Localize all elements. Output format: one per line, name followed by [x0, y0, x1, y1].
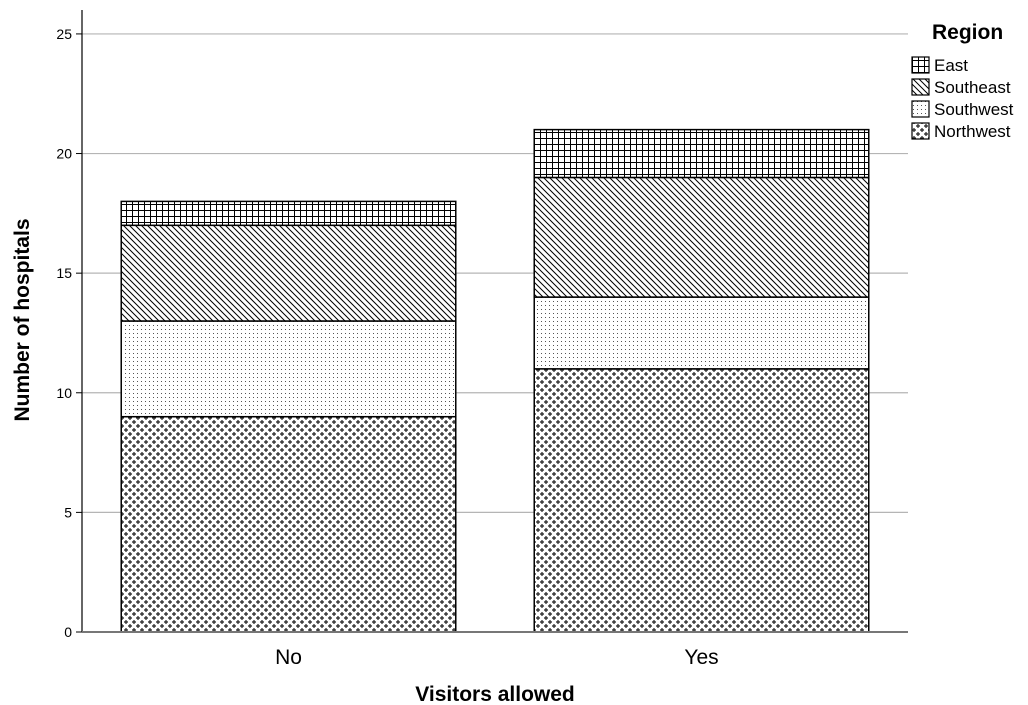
legend-swatch-northwest: [911, 122, 930, 140]
legend-label-east: East: [934, 56, 968, 75]
x-tick-labels: No Yes: [275, 646, 719, 669]
y-tick-labels: 0 5 10 15 20 25: [56, 26, 82, 640]
legend-swatch-southwest: [911, 100, 930, 118]
legend-swatch-southeast: [911, 78, 930, 96]
y-tick-label: 5: [64, 504, 72, 520]
axes: [81, 10, 908, 633]
bar-segment-southwest-no: [120, 320, 457, 418]
legend: Region East Southeast Southwest Northwest: [911, 21, 1014, 141]
bar-segment-southeast-yes: [533, 176, 870, 298]
y-tick-label: 15: [56, 265, 72, 281]
legend-label-southwest: Southwest: [934, 100, 1014, 119]
bar-segment-southeast-no: [120, 224, 457, 322]
x-axis-title: Visitors allowed: [415, 683, 575, 705]
x-tick-label: Yes: [684, 646, 718, 669]
bar-segment-northwest-no: [120, 415, 457, 633]
bar-segment-east-yes: [533, 128, 870, 179]
y-axis-title: Number of hospitals: [11, 218, 34, 421]
bar-segment-southwest-yes: [533, 296, 870, 370]
bar-segment-northwest-yes: [533, 368, 870, 633]
y-tick-label: 25: [56, 26, 72, 42]
x-tick-label: No: [275, 646, 302, 669]
legend-swatch-east: [911, 56, 930, 74]
bars: [120, 128, 870, 633]
bar-segment-east-no: [120, 200, 457, 227]
y-tick-label: 0: [64, 624, 72, 640]
legend-label-southeast: Southeast: [934, 78, 1011, 97]
legend-label-northwest: Northwest: [934, 122, 1011, 141]
legend-title: Region: [932, 21, 1003, 44]
y-tick-label: 10: [56, 385, 72, 401]
y-tick-label: 20: [56, 146, 72, 162]
